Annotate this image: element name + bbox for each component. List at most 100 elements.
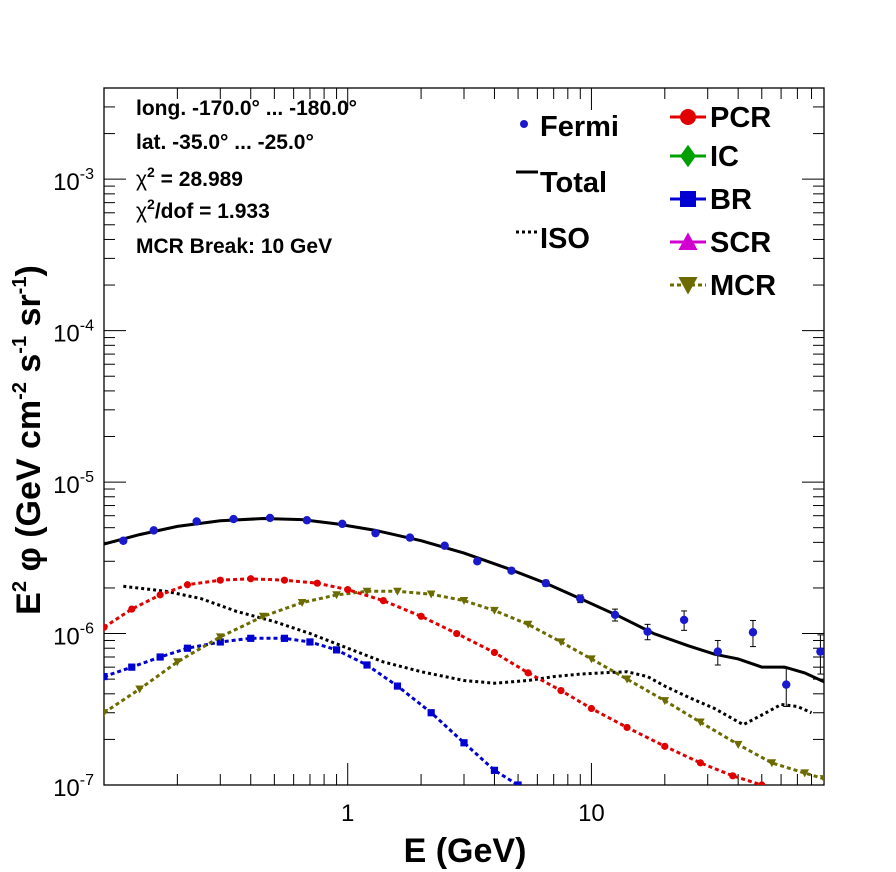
fermi-point bbox=[816, 647, 824, 656]
fermi-point bbox=[576, 594, 585, 603]
fermi-point bbox=[265, 513, 275, 523]
point-pcr bbox=[661, 742, 669, 750]
info-longitude: long. -170.0° ... -180.0° bbox=[136, 97, 357, 120]
legend-label: SCR bbox=[710, 227, 771, 259]
point-mcr bbox=[426, 590, 436, 599]
point-mcr bbox=[696, 718, 705, 727]
y-tick-label: 10-7 bbox=[53, 772, 94, 802]
point-pcr bbox=[587, 704, 596, 713]
legend-marker bbox=[678, 277, 698, 295]
fermi-point bbox=[119, 536, 128, 545]
point-mcr bbox=[173, 658, 182, 667]
legend-label: ISO bbox=[540, 223, 590, 255]
legend: Fermi Total ISO PCR IC BR SCR MCR bbox=[516, 102, 776, 302]
point-mcr bbox=[215, 633, 225, 642]
line-iso bbox=[123, 584, 813, 727]
point-pcr bbox=[156, 591, 164, 599]
point-mcr bbox=[622, 675, 632, 684]
series-total bbox=[104, 516, 824, 684]
point-mcr bbox=[104, 709, 109, 718]
y-tick-label: 10-6 bbox=[53, 621, 94, 651]
fermi-point bbox=[782, 680, 791, 689]
legend-item-fermi: Fermi bbox=[520, 111, 619, 143]
point-mcr bbox=[767, 759, 777, 768]
point-br bbox=[393, 682, 402, 690]
axis-ticks bbox=[103, 87, 825, 786]
point-mcr bbox=[459, 597, 469, 605]
point-br bbox=[306, 638, 314, 646]
point-pcr bbox=[524, 669, 532, 677]
point-pcr bbox=[557, 687, 565, 695]
point-mcr bbox=[332, 591, 341, 600]
point-mcr bbox=[523, 620, 533, 629]
point-mcr bbox=[556, 638, 566, 647]
series-br bbox=[104, 634, 522, 785]
point-pcr bbox=[216, 576, 224, 584]
fermi-point bbox=[405, 533, 415, 542]
legend-label: BR bbox=[710, 184, 752, 216]
x-axis-label: E (GeV) bbox=[404, 832, 527, 870]
legend-item-ic: IC bbox=[670, 141, 739, 173]
point-pcr bbox=[696, 759, 705, 767]
legend-label: PCR bbox=[710, 102, 771, 134]
y-axis-label: E2 φ (GeV cm-2 s-1 sr-1) bbox=[9, 265, 48, 615]
fermi-point bbox=[338, 519, 347, 529]
legend-marker bbox=[680, 109, 696, 125]
point-pcr bbox=[379, 597, 387, 605]
point-mcr bbox=[297, 599, 307, 607]
fermi-point bbox=[507, 566, 516, 575]
legend-marker bbox=[680, 144, 696, 168]
legend-marker bbox=[678, 232, 698, 250]
point-pcr bbox=[247, 575, 255, 583]
fermi-point bbox=[541, 578, 551, 588]
fermi-point bbox=[748, 628, 758, 637]
point-br bbox=[104, 672, 108, 681]
fermi-point bbox=[713, 647, 723, 656]
point-pcr bbox=[490, 648, 499, 657]
point-pcr bbox=[453, 629, 461, 638]
info-latitude: lat. -35.0° ... -25.0° bbox=[136, 131, 314, 154]
legend-item-iso: ISO bbox=[516, 223, 590, 255]
point-br bbox=[363, 661, 371, 669]
legend-marker bbox=[680, 191, 696, 207]
point-pcr bbox=[280, 576, 289, 584]
point-pcr bbox=[128, 605, 136, 613]
info-mcr-break: MCR Break: 10 GeV bbox=[136, 235, 332, 258]
point-mcr bbox=[135, 685, 144, 694]
legend-label: MCR bbox=[710, 270, 776, 302]
point-br bbox=[183, 644, 192, 652]
fermi-point bbox=[610, 610, 620, 619]
point-mcr bbox=[258, 612, 268, 621]
legend-label: IC bbox=[710, 141, 739, 173]
line-total bbox=[104, 516, 824, 684]
point-mcr bbox=[819, 775, 824, 784]
x-tick-label: 10 bbox=[578, 800, 605, 827]
x-tick-label: 1 bbox=[341, 800, 354, 827]
info-chi2-dof: χ2/dof = 1.933 bbox=[136, 196, 270, 223]
point-br bbox=[216, 638, 224, 646]
fermi-point bbox=[302, 516, 312, 525]
point-mcr bbox=[490, 606, 499, 615]
legend-marker bbox=[520, 120, 528, 128]
point-pcr bbox=[344, 586, 352, 594]
info-chi2: χ2 = 28.989 bbox=[136, 164, 243, 191]
point-br bbox=[332, 646, 341, 654]
series-layer bbox=[104, 513, 824, 785]
point-pcr bbox=[758, 781, 766, 785]
point-br bbox=[156, 653, 164, 661]
info-box: long. -170.0° ... -180.0° lat. -35.0° ..… bbox=[136, 97, 357, 258]
point-pcr bbox=[313, 579, 321, 587]
point-mcr bbox=[362, 587, 372, 596]
fermi-point bbox=[371, 528, 380, 538]
point-br bbox=[280, 634, 289, 642]
legend-item-mcr: MCR bbox=[670, 270, 776, 302]
fermi-point bbox=[229, 514, 238, 524]
point-pcr bbox=[183, 581, 192, 589]
point-br bbox=[427, 709, 435, 717]
legend-item-scr: SCR bbox=[670, 227, 771, 259]
y-tick-label: 10-4 bbox=[53, 318, 94, 348]
line-mcr bbox=[104, 589, 824, 781]
point-mcr bbox=[733, 740, 743, 749]
legend-item-total: Total bbox=[516, 167, 607, 199]
